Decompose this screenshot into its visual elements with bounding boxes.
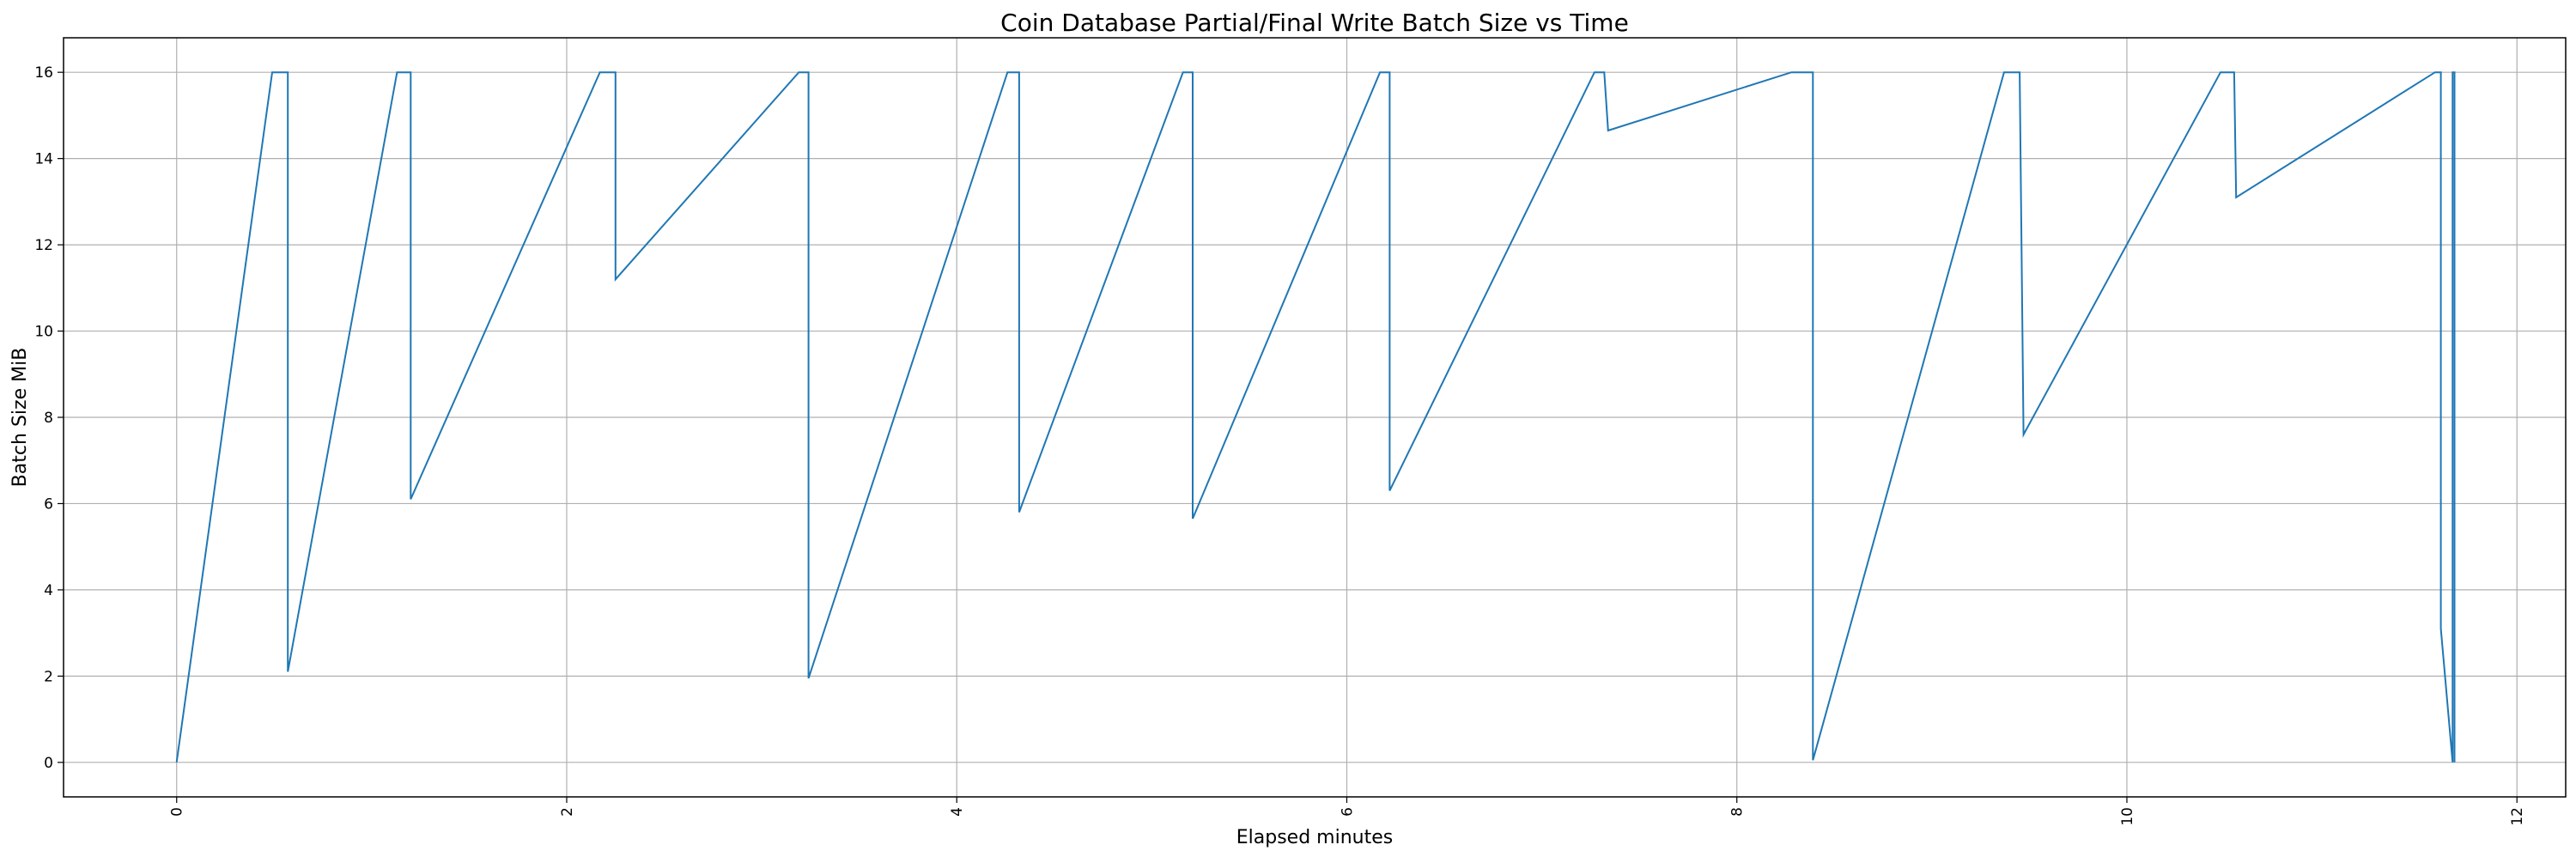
y-tick-label: 12 xyxy=(34,237,53,254)
y-tick-label: 4 xyxy=(44,582,53,599)
y-tick-label: 0 xyxy=(44,755,53,772)
x-tick-label: 2 xyxy=(559,807,576,817)
grid-lines xyxy=(64,38,2566,797)
y-tick-label: 2 xyxy=(44,668,53,685)
x-axis-label: Elapsed minutes xyxy=(1236,827,1393,848)
x-tick-label: 4 xyxy=(949,807,966,817)
series-line xyxy=(175,71,2456,763)
chart-title: Coin Database Partial/Final Write Batch … xyxy=(1000,9,1629,37)
x-tick-label: 12 xyxy=(2509,807,2526,826)
y-tick-label: 10 xyxy=(34,324,53,341)
y-tick-label: 16 xyxy=(34,64,53,82)
y-tick-label: 8 xyxy=(44,410,53,427)
y-axis-label: Batch Size MiB xyxy=(9,348,31,488)
y-tick-label: 6 xyxy=(44,495,53,513)
x-tick-label: 10 xyxy=(2119,807,2136,826)
axis-ticks: 0 2 4 6 8 10 12 0 2 4 6 8 10 12 14 16 xyxy=(34,64,2526,825)
x-tick-label: 8 xyxy=(1729,807,1747,817)
x-tick-label: 6 xyxy=(1339,807,1356,817)
series-group xyxy=(175,71,2456,763)
y-tick-label: 14 xyxy=(34,151,53,168)
x-tick-label: 0 xyxy=(169,807,186,817)
